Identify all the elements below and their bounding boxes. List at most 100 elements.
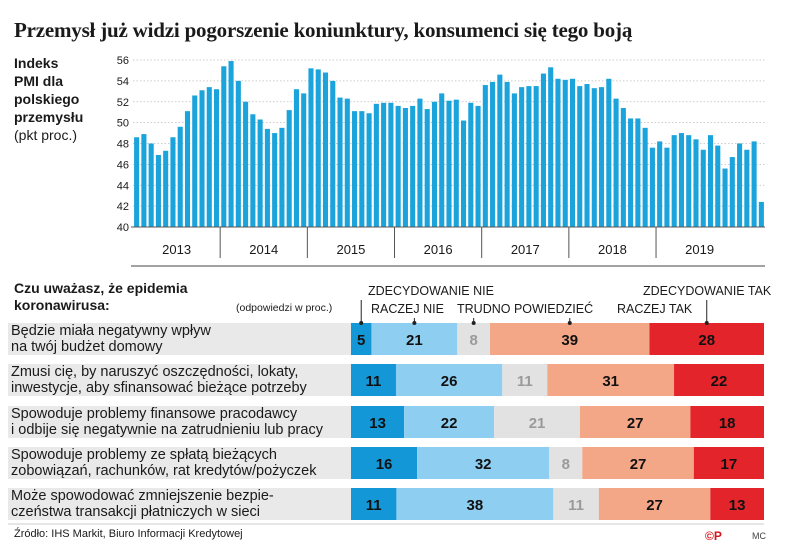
pmi-bar xyxy=(460,120,467,227)
pmi-axis-label: Indeks PMI dla polskiego przemysłu (pkt … xyxy=(14,54,83,144)
pmi-bar xyxy=(744,149,750,227)
legend-pointer-dot xyxy=(412,321,417,325)
pmi-bar xyxy=(729,157,735,227)
survey-value-label: 21 xyxy=(529,415,546,432)
survey-segment xyxy=(598,488,711,520)
pmi-bar xyxy=(359,111,365,227)
survey-value-label: 17 xyxy=(721,456,738,473)
pmi-bar xyxy=(446,100,452,227)
survey-value-label: 22 xyxy=(441,415,458,432)
source-note: Źródło: IHS Markit, Biuro Informacji Kre… xyxy=(14,528,243,540)
pmi-bar xyxy=(439,93,445,228)
pmi-bar xyxy=(468,102,474,227)
survey-segment xyxy=(674,364,764,396)
pmi-bar xyxy=(533,86,539,227)
pmi-bar xyxy=(308,68,314,227)
survey-segment xyxy=(494,406,580,438)
y-tick-label: 42 xyxy=(117,201,129,213)
survey-value-label: 5 xyxy=(357,332,365,349)
survey-segment xyxy=(553,488,599,520)
pmi-bar xyxy=(228,61,234,228)
pmi-bar xyxy=(424,109,430,227)
survey-segment xyxy=(351,488,397,520)
y-tick-label: 44 xyxy=(117,180,129,192)
survey-row-background xyxy=(8,488,351,520)
pmi-bar xyxy=(526,86,532,227)
x-year-label: 2013 xyxy=(162,242,191,257)
survey-question: Czu uważasz, że epidemia koronawirusa: xyxy=(14,280,188,314)
survey-value-label: 27 xyxy=(627,415,644,432)
pmi-bar xyxy=(707,135,714,227)
pmi-bar xyxy=(715,145,721,227)
pmi-bar xyxy=(221,66,227,227)
pmi-bar xyxy=(657,141,663,227)
x-year-label: 2019 xyxy=(685,242,714,257)
pmi-bar xyxy=(700,149,706,227)
survey-value-label: 13 xyxy=(369,415,386,432)
legend-zdecydowanie-tak: ZDECYDOWANIE TAK xyxy=(643,284,772,298)
survey-segment xyxy=(690,406,764,438)
pmi-bar xyxy=(606,78,612,227)
author-initials: MC xyxy=(752,531,766,541)
survey-note: (odpowiedzi w proc.) xyxy=(236,302,333,314)
survey-segment xyxy=(457,323,491,355)
pmi-bar xyxy=(366,113,372,227)
pmi-bar xyxy=(337,97,343,227)
survey-row-label-line: na twój budżet domowy xyxy=(11,339,163,355)
pmi-bar xyxy=(722,168,728,227)
pmi-bar xyxy=(388,102,394,227)
pmi-bar xyxy=(751,141,757,227)
pmi-bar xyxy=(148,143,154,227)
survey-row-label-line: Spowoduje problemy ze spłatą bieżących xyxy=(11,447,277,463)
pmi-bar xyxy=(213,89,220,227)
pmi-bar xyxy=(373,103,379,227)
pmi-bar xyxy=(141,134,147,227)
pmi-bar xyxy=(431,101,438,227)
publisher-logo: ©P xyxy=(705,529,722,543)
pmi-bar xyxy=(293,89,299,227)
survey-value-label: 11 xyxy=(366,373,382,390)
survey-question-line: koronawirusa: xyxy=(14,297,110,313)
survey-value-label: 31 xyxy=(602,373,619,390)
survey-segment xyxy=(396,488,554,520)
survey-row-label: Będzie miała negatywny wpływ na twój budż… xyxy=(11,323,211,355)
pmi-bar xyxy=(272,133,278,227)
survey-value-label: 18 xyxy=(719,415,736,432)
survey-segment xyxy=(351,447,418,479)
survey-segment xyxy=(417,447,550,479)
legend-raczej-tak: RACZEJ TAK xyxy=(617,302,693,316)
pmi-bar xyxy=(206,87,212,227)
pmi-label-unit: (pkt proc.) xyxy=(14,127,78,143)
pmi-bar xyxy=(562,79,568,227)
survey-row-background xyxy=(8,406,351,438)
legend-zdecydowanie-nie: ZDECYDOWANIE NIE xyxy=(368,284,494,298)
survey-row-background xyxy=(8,364,351,396)
pmi-bar xyxy=(322,72,329,228)
pmi-bar xyxy=(599,87,605,227)
pmi-bar xyxy=(649,147,655,227)
survey-value-label: 8 xyxy=(470,332,478,349)
pmi-bar xyxy=(199,90,205,227)
pmi-bar xyxy=(453,99,459,227)
pmi-bar xyxy=(170,137,176,227)
survey-segment xyxy=(490,323,650,355)
pmi-bar xyxy=(671,135,677,227)
pmi-bar xyxy=(591,88,597,228)
survey-value-label: 26 xyxy=(441,373,458,390)
pmi-bar xyxy=(184,111,191,227)
pmi-bar xyxy=(243,101,249,227)
pmi-bar xyxy=(155,154,161,227)
survey-row-label: Spowoduje problemy finansowe pracodawcy i… xyxy=(11,406,323,438)
pmi-bar xyxy=(548,67,554,228)
pmi-bar xyxy=(279,127,285,227)
survey-value-label: 27 xyxy=(646,497,663,514)
pmi-bar xyxy=(490,81,496,227)
pmi-bar xyxy=(613,98,619,228)
survey-value-label: 38 xyxy=(467,497,484,514)
pmi-bar xyxy=(192,95,198,227)
survey-segment xyxy=(404,406,495,438)
pmi-bar xyxy=(352,111,358,227)
survey-segment xyxy=(649,323,764,355)
legend-raczej-nie: RACZEJ NIE xyxy=(371,302,444,316)
survey-segment xyxy=(547,364,675,396)
